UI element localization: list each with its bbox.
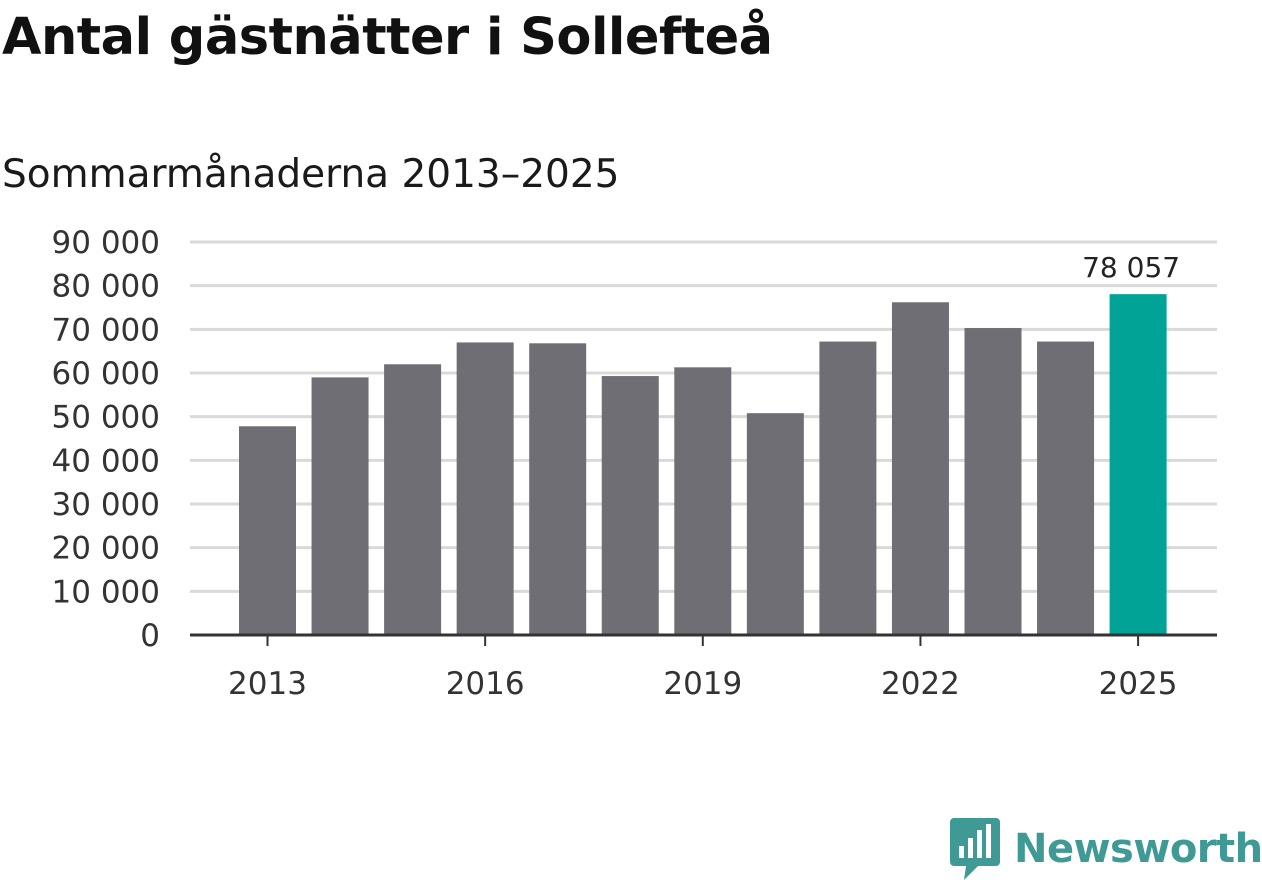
data-labels: 78 057 bbox=[1082, 251, 1180, 284]
bar-2015 bbox=[384, 364, 442, 635]
bar-2022 bbox=[891, 302, 949, 635]
bar-2021 bbox=[819, 341, 877, 635]
bar-2019 bbox=[674, 367, 732, 635]
x-tick-label: 2022 bbox=[881, 666, 960, 702]
bar-chart: 0 10 000 20 000 30 000 40 000 50 000 60 000 70 … bbox=[52, 225, 1217, 702]
y-tick-label: 90 000 bbox=[52, 225, 160, 261]
brand-name: Newsworthy bbox=[1014, 826, 1262, 872]
bar-2014 bbox=[311, 377, 369, 635]
newsworthy-logo: Newsworthy bbox=[950, 818, 1262, 880]
x-tick-label: 2016 bbox=[446, 666, 525, 702]
bar-2017 bbox=[529, 343, 587, 635]
bars bbox=[239, 294, 1167, 635]
bar-2025 bbox=[1109, 294, 1167, 635]
y-tick-label: 40 000 bbox=[52, 443, 160, 479]
x-tick-label: 2025 bbox=[1099, 666, 1178, 702]
y-tick-label: 20 000 bbox=[52, 531, 160, 567]
y-axis-ticks: 0 10 000 20 000 30 000 40 000 50 000 60 000 70 … bbox=[52, 225, 160, 654]
y-tick-label: 30 000 bbox=[52, 487, 160, 523]
chart-subtitle: Sommarmånaderna 2013–2025 bbox=[2, 152, 620, 197]
y-tick-label: 60 000 bbox=[52, 356, 160, 392]
y-tick-label: 70 000 bbox=[52, 312, 160, 348]
bar-2020 bbox=[746, 413, 804, 635]
bar-chart-badge-icon bbox=[950, 818, 1000, 880]
x-tick-label: 2013 bbox=[228, 666, 307, 702]
data-label: 78 057 bbox=[1082, 251, 1180, 284]
bar-2013 bbox=[239, 426, 296, 635]
y-tick-label: 10 000 bbox=[52, 574, 160, 610]
y-tick-label: 50 000 bbox=[52, 400, 160, 436]
bar-2023 bbox=[964, 328, 1022, 635]
bar-2016 bbox=[456, 342, 514, 635]
x-tick-label: 2019 bbox=[663, 666, 742, 702]
chart-title: Antal gästnätter i Sollefteå bbox=[2, 8, 773, 67]
bar-2018 bbox=[601, 376, 659, 635]
y-tick-label: 0 bbox=[140, 618, 160, 654]
bar-2024 bbox=[1037, 341, 1095, 635]
y-tick-label: 80 000 bbox=[52, 269, 160, 305]
x-axis: 2013 2016 2019 2022 2025 bbox=[190, 633, 1217, 702]
